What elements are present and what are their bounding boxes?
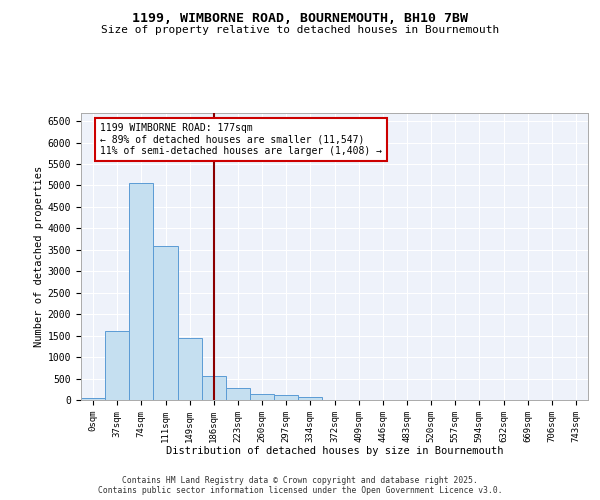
- Text: Contains HM Land Registry data © Crown copyright and database right 2025.
Contai: Contains HM Land Registry data © Crown c…: [98, 476, 502, 495]
- Bar: [298, 397, 322, 400]
- Bar: [226, 388, 250, 400]
- Text: 1199 WIMBORNE ROAD: 177sqm
← 89% of detached houses are smaller (11,547)
11% of : 1199 WIMBORNE ROAD: 177sqm ← 89% of deta…: [100, 123, 382, 156]
- Bar: [274, 396, 298, 400]
- Bar: [250, 394, 274, 400]
- Bar: [202, 376, 226, 400]
- Bar: [81, 398, 105, 400]
- Bar: [178, 338, 202, 400]
- Text: Size of property relative to detached houses in Bournemouth: Size of property relative to detached ho…: [101, 25, 499, 35]
- Y-axis label: Number of detached properties: Number of detached properties: [34, 166, 44, 347]
- Bar: [129, 184, 154, 400]
- Bar: [154, 246, 178, 400]
- X-axis label: Distribution of detached houses by size in Bournemouth: Distribution of detached houses by size …: [166, 446, 503, 456]
- Text: 1199, WIMBORNE ROAD, BOURNEMOUTH, BH10 7BW: 1199, WIMBORNE ROAD, BOURNEMOUTH, BH10 7…: [132, 12, 468, 26]
- Bar: [105, 332, 129, 400]
